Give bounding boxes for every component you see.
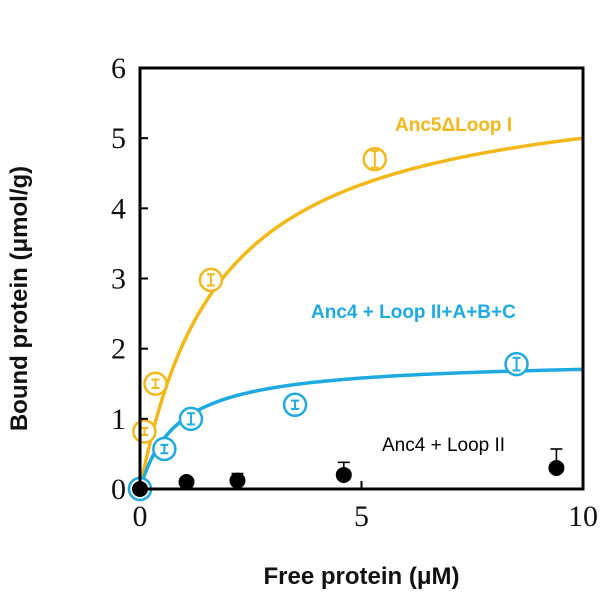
series-label-anc5-delta-loop-i: Anc5ΔLoop I (395, 115, 512, 136)
data-point-anc4-loop-ii-a-b-c-2 (178, 406, 204, 432)
y-tick-label-0: 0 (111, 473, 126, 506)
y-tick-label-2: 2 (111, 333, 126, 366)
x-tick-label-10: 10 (568, 500, 598, 533)
plot-area: 0 1 2 3 4 5 6 0 5 10 (111, 52, 598, 533)
data-points (127, 146, 565, 502)
data-point-anc4-loop-ii-a-b-c-4 (504, 351, 529, 377)
y-tick-label-3: 3 (111, 263, 126, 296)
data-point-anc4-loop-ii-1 (178, 473, 195, 490)
y-axis-label: Bound protein (μmol/g) (6, 166, 33, 431)
y-tick-label-1: 1 (111, 403, 126, 436)
data-point-anc4-loop-ii-a-b-c-3 (282, 392, 308, 418)
x-tick-label-5: 5 (354, 500, 369, 533)
axis-ticks: 0 1 2 3 4 5 6 0 5 10 (111, 52, 598, 533)
data-point-anc5-loop-i-2 (143, 371, 168, 396)
data-point-anc5-loop-i-1 (132, 419, 157, 444)
data-point-anc4-loop-ii-4 (548, 448, 565, 476)
data-point-anc4-loop-ii-2 (229, 472, 246, 489)
data-point-anc4-loop-ii-a-b-c-1 (152, 436, 177, 462)
x-tick-label-0: 0 (133, 500, 148, 533)
data-point-anc4-loop-ii-3 (335, 461, 352, 483)
y-tick-label-6: 6 (111, 52, 126, 85)
fit-curve-anc4-loop-ii-a-b-c (138, 367, 584, 490)
y-tick-label-4: 4 (111, 192, 126, 225)
data-point-anc5-loop-i-4 (362, 146, 388, 172)
series-label-anc4-loop-ii: Anc4 + Loop II (382, 435, 505, 456)
data-point-anc5-loop-i-3 (198, 267, 224, 293)
series-label-anc4-loop-ii-abc: Anc4 + Loop II+A+B+C (311, 302, 516, 323)
x-axis-label: Free protein (μM) (263, 563, 459, 590)
y-tick-label-5: 5 (111, 122, 126, 155)
